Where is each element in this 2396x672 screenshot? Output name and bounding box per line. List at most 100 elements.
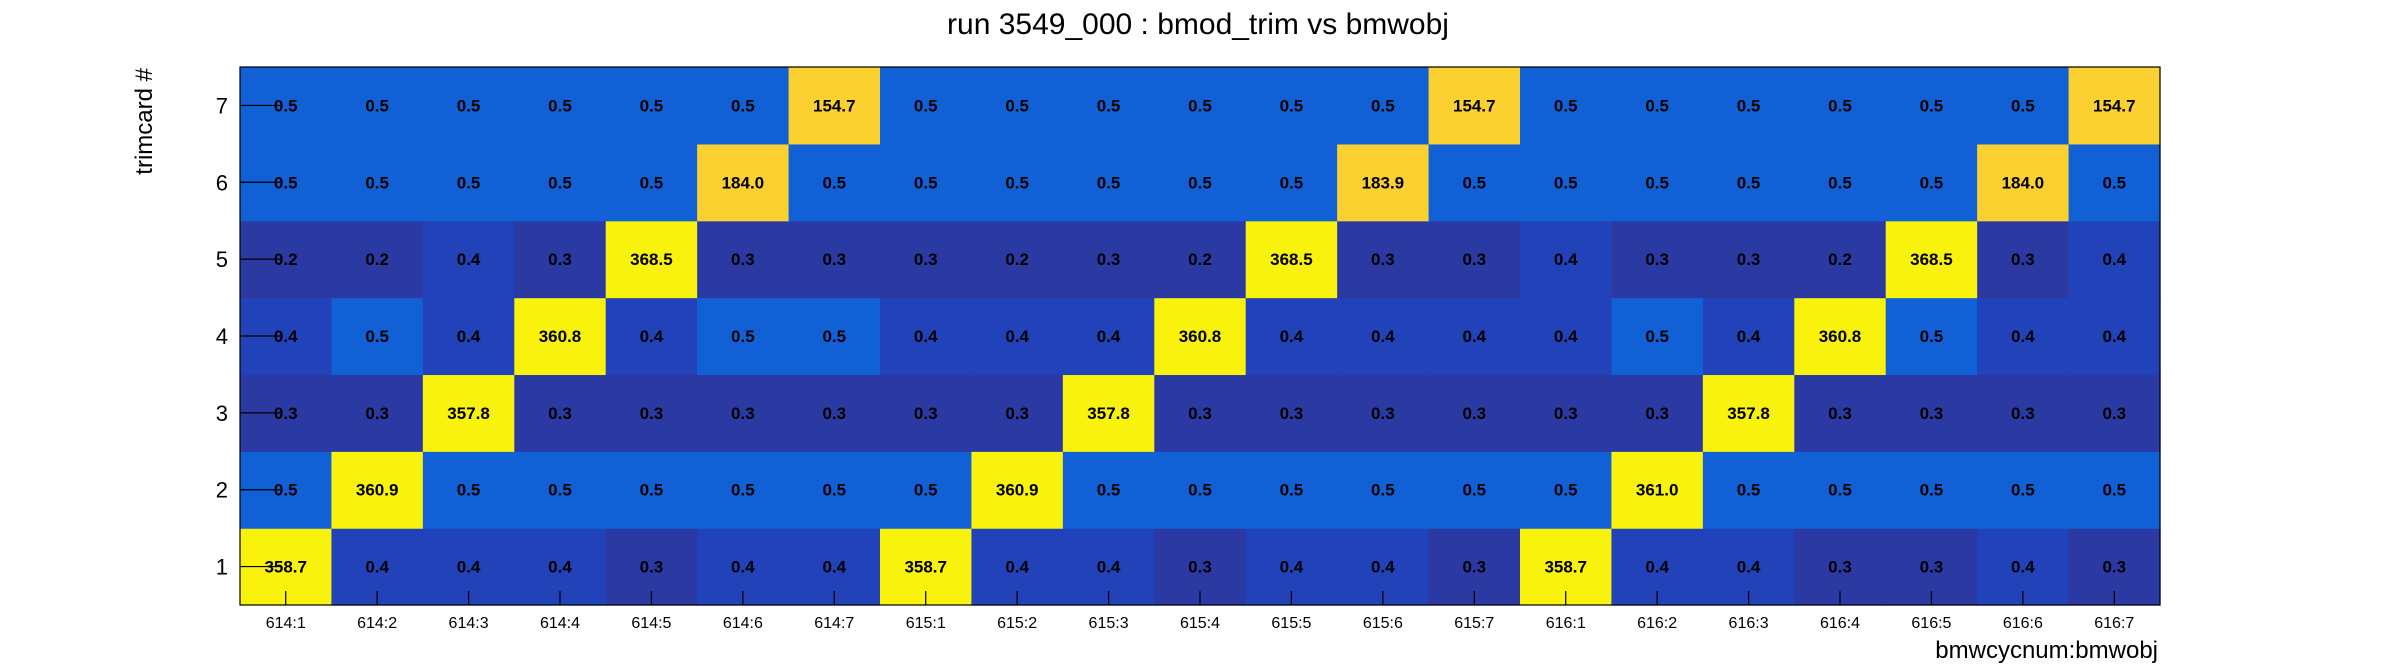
x-tick-label: 614:2 xyxy=(357,615,397,632)
heatmap-cell xyxy=(2068,297,2161,376)
cell-value-label: 0.5 xyxy=(274,173,298,192)
heatmap-cell xyxy=(1245,297,1338,376)
cell-value-label: 0.2 xyxy=(1188,250,1212,269)
x-tick-label: 615:6 xyxy=(1363,615,1403,632)
cell-value-label: 0.5 xyxy=(548,96,572,115)
heatmap-cell xyxy=(971,374,1064,452)
cell-value-label: 0.5 xyxy=(365,173,389,192)
cell-value-label: 0.3 xyxy=(1462,404,1486,423)
heatmap-cell xyxy=(2068,220,2161,299)
cell-value-label: 0.5 xyxy=(1371,481,1395,500)
cell-value-label: 0.5 xyxy=(274,96,298,115)
cell-value-label: 0.5 xyxy=(365,327,389,346)
cell-value-label: 0.5 xyxy=(2011,481,2035,500)
cell-value-labels: 358.7 0.4 0.4 0.4 0.3 0.4 0.4 358.7 0.4 0.4 0.3 0.4… xyxy=(264,96,2135,576)
heatmap-cell xyxy=(331,220,424,299)
heatmap-cell xyxy=(422,220,515,299)
cell-value-label: 358.7 xyxy=(1544,558,1587,577)
cell-value-label: 0.3 xyxy=(2102,558,2126,577)
heatmap-cell xyxy=(1611,220,1704,299)
heatmap-cell xyxy=(1977,374,2070,452)
cell-value-label: 0.5 xyxy=(1554,96,1578,115)
cell-value-label: 0.5 xyxy=(822,481,846,500)
cell-value-label: 0.3 xyxy=(548,250,572,269)
heatmap-cell xyxy=(1520,143,1613,222)
cell-value-label: 0.3 xyxy=(2011,250,2035,269)
cell-value-label: 0.5 xyxy=(1554,173,1578,192)
heatmap-cell xyxy=(1337,451,1430,529)
cell-value-label: 0.4 xyxy=(731,558,755,577)
cell-value-label: 0.4 xyxy=(1280,558,1304,577)
cell-value-label: 0.5 xyxy=(914,96,938,115)
cell-value-label: 0.3 xyxy=(640,558,664,577)
heatmap-cell xyxy=(1794,67,1887,145)
heatmap-cell xyxy=(1885,374,1978,452)
cell-value-label: 0.4 xyxy=(2102,327,2126,346)
cell-value-label: 0.5 xyxy=(1645,96,1669,115)
cell-value-label: 0.5 xyxy=(1280,96,1304,115)
heatmap-cell xyxy=(971,297,1064,376)
cell-value-label: 0.5 xyxy=(914,481,938,500)
heatmap-cell xyxy=(1062,374,1155,452)
cell-value-label: 360.9 xyxy=(996,481,1039,500)
x-tick-label: 616:2 xyxy=(1637,615,1677,632)
heatmap-cell xyxy=(605,143,698,222)
cell-value-label: 0.5 xyxy=(640,481,664,500)
cell-value-label: 0.4 xyxy=(822,558,846,577)
cell-value-label: 0.3 xyxy=(731,404,755,423)
heatmap-cell xyxy=(514,143,607,222)
cell-value-label: 0.3 xyxy=(2011,404,2035,423)
heatmap-cell xyxy=(2068,374,2161,452)
heatmap-cell xyxy=(1702,374,1795,452)
cell-value-label: 0.4 xyxy=(1005,558,1029,577)
cell-value-label: 0.5 xyxy=(640,96,664,115)
heatmap-cell xyxy=(514,297,607,376)
cell-value-label: 0.4 xyxy=(1371,327,1395,346)
cell-value-label: 0.2 xyxy=(1828,250,1852,269)
heatmap-cell xyxy=(788,67,881,145)
cell-value-label: 368.5 xyxy=(1910,250,1953,269)
y-axis-label: trimcard # xyxy=(131,67,158,174)
cell-value-label: 0.5 xyxy=(1188,481,1212,500)
cell-value-label: 0.5 xyxy=(1737,481,1761,500)
heatmap-cell xyxy=(1337,374,1430,452)
cell-value-label: 0.5 xyxy=(274,481,298,500)
cell-value-label: 0.3 xyxy=(1280,404,1304,423)
cell-value-label: 0.3 xyxy=(1462,558,1486,577)
x-tick-label: 614:1 xyxy=(266,615,306,632)
cell-value-label: 0.4 xyxy=(365,558,389,577)
heatmap-cell xyxy=(331,143,424,222)
x-tick-label: 616:4 xyxy=(1820,615,1860,632)
cell-value-label: 0.5 xyxy=(1737,96,1761,115)
heatmap-cell xyxy=(605,67,698,145)
cell-value-label: 0.3 xyxy=(548,404,572,423)
heatmap-cell xyxy=(605,451,698,529)
cell-value-label: 0.5 xyxy=(1188,96,1212,115)
cell-value-label: 0.4 xyxy=(457,250,481,269)
heatmap-cell xyxy=(1702,451,1795,529)
heatmap-cell xyxy=(422,297,515,376)
cell-value-label: 0.5 xyxy=(1554,481,1578,500)
heatmap-cell xyxy=(1428,143,1521,222)
cell-value-label: 0.5 xyxy=(1005,96,1029,115)
heatmap-cell xyxy=(1794,143,1887,222)
cell-value-label: 0.3 xyxy=(1828,558,1852,577)
x-tick-label: 614:7 xyxy=(814,615,854,632)
heatmap-cell xyxy=(1062,67,1155,145)
cell-value-label: 0.5 xyxy=(1920,481,1944,500)
heatmap-cell xyxy=(1611,451,1704,529)
heatmap-cell xyxy=(2068,67,2161,145)
cell-value-label: 0.5 xyxy=(2102,481,2126,500)
heatmap-cell xyxy=(1245,220,1338,299)
heatmap-cell xyxy=(1977,220,2070,299)
cell-value-label: 154.7 xyxy=(2093,96,2136,115)
cell-value-label: 0.3 xyxy=(1188,404,1212,423)
heatmap-cell xyxy=(1245,143,1338,222)
cell-value-label: 0.3 xyxy=(1554,404,1578,423)
heatmap-cell xyxy=(514,451,607,529)
cell-value-label: 0.3 xyxy=(2102,404,2126,423)
cell-value-label: 184.0 xyxy=(2002,173,2045,192)
cell-value-label: 0.3 xyxy=(365,404,389,423)
heatmap-cell xyxy=(1154,451,1247,529)
heatmap-cell xyxy=(880,143,973,222)
